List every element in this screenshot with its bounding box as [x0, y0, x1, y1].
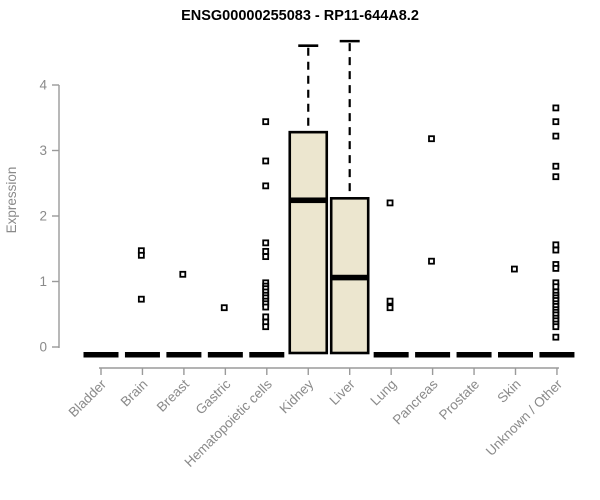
- median-line: [289, 197, 327, 204]
- outlier-point: [552, 264, 560, 272]
- outlier-point: [386, 199, 394, 207]
- x-tick-label: Kidney: [277, 376, 317, 416]
- y-tick-label: 0: [39, 340, 47, 355]
- x-tick-label: Brain: [118, 377, 151, 410]
- box-kidney: [288, 130, 329, 355]
- outlier-point: [386, 304, 394, 312]
- outlier-point: [262, 323, 270, 331]
- outlier-point: [552, 132, 560, 140]
- x-tick-label: Pancreas: [390, 376, 441, 427]
- outlier-point: [179, 270, 187, 278]
- zero-median-bar: [456, 352, 492, 358]
- x-tick-label: Liver: [327, 376, 359, 408]
- zero-median-bar: [539, 352, 575, 358]
- x-tick-label: Unknown / Other: [483, 376, 566, 459]
- outlier-point: [220, 304, 228, 312]
- outlier-point: [552, 246, 560, 254]
- outlier-point: [262, 182, 270, 190]
- zero-median-bar: [415, 352, 451, 358]
- chart-title: ENSG00000255083 - RP11-644A8.2: [181, 8, 419, 24]
- y-tick-label: 3: [39, 143, 47, 158]
- y-tick-label: 1: [39, 274, 47, 289]
- outlier-point: [552, 173, 560, 181]
- zero-median-bar: [124, 352, 160, 358]
- outlier-point: [262, 118, 270, 126]
- x-tick-label: Skin: [494, 377, 523, 406]
- outlier-point: [552, 104, 560, 112]
- x-tick-label: Gastric: [193, 376, 234, 417]
- outlier-point: [137, 295, 145, 303]
- median-line: [331, 274, 369, 281]
- outlier-point: [386, 297, 394, 305]
- zero-median-bar: [166, 352, 202, 358]
- outlier-point: [262, 253, 270, 261]
- outlier-point: [510, 265, 518, 273]
- outlier-point: [262, 247, 270, 255]
- y-tick-label: 4: [39, 78, 47, 93]
- y-tick-label: 2: [39, 209, 47, 224]
- outlier-point: [428, 135, 435, 143]
- x-tick-label: Prostate: [436, 377, 482, 423]
- outlier-point: [552, 241, 560, 249]
- zero-median-bar: [498, 352, 533, 358]
- x-tick-label: Lung: [367, 377, 399, 409]
- zero-median-bar: [207, 352, 243, 358]
- x-tick-label: Breast: [154, 376, 192, 414]
- outlier-point: [137, 251, 145, 259]
- zero-median-bar: [249, 352, 285, 358]
- outlier-point: [552, 118, 560, 126]
- x-tick-label: Bladder: [66, 376, 110, 420]
- outlier-point: [552, 333, 560, 341]
- outlier-point: [262, 303, 270, 311]
- y-axis-label: Expression: [4, 166, 19, 234]
- outlier-point: [552, 283, 560, 291]
- outlier-point: [552, 162, 560, 170]
- outlier-point: [262, 239, 270, 247]
- outlier-point: [262, 313, 270, 321]
- outlier-point: [552, 323, 560, 331]
- zero-median-bar: [83, 352, 119, 358]
- zero-median-bar: [373, 352, 409, 358]
- outlier-point: [428, 257, 435, 265]
- outlier-point: [262, 157, 270, 165]
